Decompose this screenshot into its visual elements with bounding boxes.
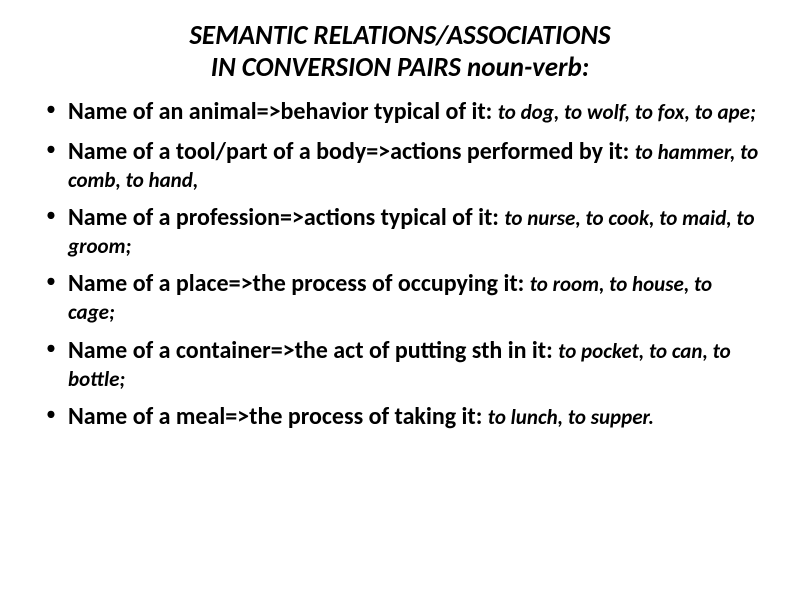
bullet-lead: Name of a place=>the process of occupyin… xyxy=(68,269,530,298)
bullet-list: Name of an animal=>behavior typical of i… xyxy=(40,97,760,432)
bullet-lead: Name of a profession=>actions typical of… xyxy=(68,203,504,232)
list-item: Name of a profession=>actions typical of… xyxy=(40,203,760,259)
bullet-examples: to dog, to wolf, to fox, to ape; xyxy=(498,99,756,125)
list-item: Name of a meal=>the process of taking it… xyxy=(40,402,760,432)
bullet-examples: to lunch, to supper. xyxy=(488,404,654,430)
list-item: Name of a container=>the act of putting … xyxy=(40,336,760,392)
bullet-lead: Name of a tool/part of a body=>actions p… xyxy=(68,137,635,166)
list-item: Name of a place=>the process of occupyin… xyxy=(40,269,760,325)
slide-title: SEMANTIC RELATIONS/ASSOCIATIONS IN CONVE… xyxy=(40,20,760,85)
list-item: Name of an animal=>behavior typical of i… xyxy=(40,97,760,127)
title-line-2: IN CONVERSION PAIRS noun-verb: xyxy=(40,52,760,84)
bullet-lead: Name of an animal=>behavior typical of i… xyxy=(68,97,498,126)
bullet-lead: Name of a container=>the act of putting … xyxy=(68,336,558,365)
list-item: Name of a tool/part of a body=>actions p… xyxy=(40,137,760,193)
title-line-1: SEMANTIC RELATIONS/ASSOCIATIONS xyxy=(40,20,760,52)
bullet-lead: Name of a meal=>the process of taking it… xyxy=(68,402,488,431)
